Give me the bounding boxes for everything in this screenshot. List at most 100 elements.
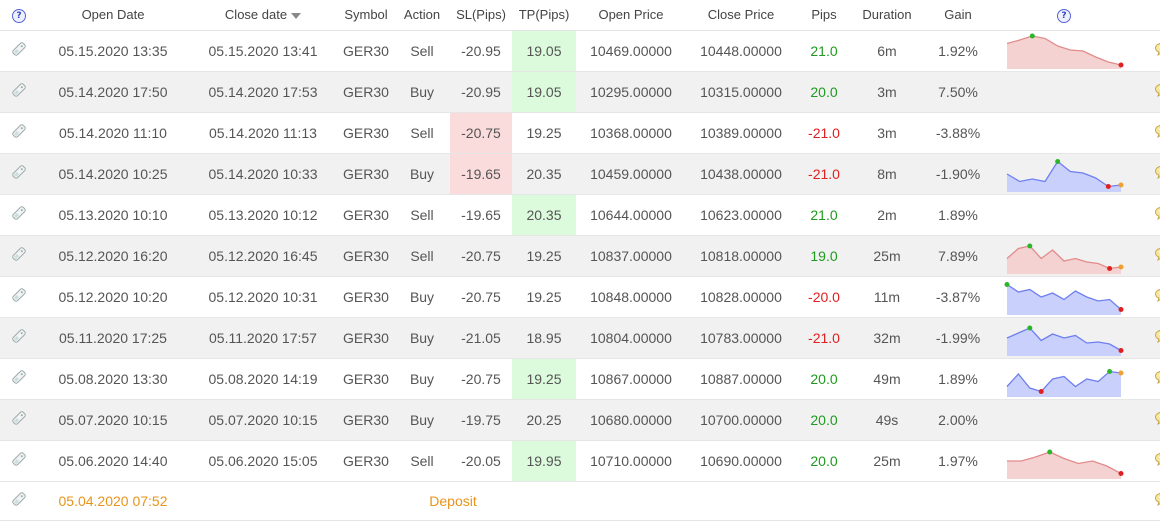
tag-icon[interactable] xyxy=(0,194,38,236)
close-date-cell: 05.07.2020 10:15 xyxy=(188,399,338,441)
comment-bubble-icon[interactable] xyxy=(1134,30,1160,72)
pips-cell: 21.0 xyxy=(796,194,852,236)
table-row[interactable]: 05.15.2020 13:35 05.15.2020 13:41 GER30 … xyxy=(0,30,1160,72)
close-date-cell: 05.12.2020 10:31 xyxy=(188,276,338,318)
table-row[interactable]: 05.11.2020 17:25 05.11.2020 17:57 GER30 … xyxy=(0,317,1160,359)
open-date-cell: 05.12.2020 10:20 xyxy=(38,276,188,318)
table-row[interactable]: 05.07.2020 10:15 05.07.2020 10:15 GER30 … xyxy=(0,399,1160,441)
header-comment xyxy=(1134,0,1160,31)
header-sl[interactable]: SL(Pips) xyxy=(450,0,512,31)
duration-cell: 11m xyxy=(852,276,922,318)
close-date-cell: 05.14.2020 17:53 xyxy=(188,71,338,113)
table-row[interactable]: 05.06.2020 14:40 05.06.2020 15:05 GER30 … xyxy=(0,440,1160,482)
comment-bubble-icon[interactable] xyxy=(1134,358,1160,400)
duration-cell: 8m xyxy=(852,153,922,195)
tp-cell: 19.95 xyxy=(512,440,576,482)
action-cell: Sell xyxy=(394,194,450,236)
sparkline-cell xyxy=(994,71,1134,113)
table-row[interactable]: 05.14.2020 11:10 05.14.2020 11:13 GER30 … xyxy=(0,112,1160,154)
sparkline-cell xyxy=(994,399,1134,441)
tp-cell: 18.95 xyxy=(512,317,576,359)
trade-rows: 05.15.2020 13:35 05.15.2020 13:41 GER30 … xyxy=(0,30,1160,521)
gain-sparkline xyxy=(1006,158,1124,192)
sl-cell: -20.75 xyxy=(450,235,512,277)
symbol-cell: GER30 xyxy=(338,194,394,236)
gain-sparkline xyxy=(1006,33,1124,69)
open-date-cell: 05.06.2020 14:40 xyxy=(38,440,188,482)
header-chart-help[interactable]: ? xyxy=(994,0,1134,31)
table-row[interactable]: 05.12.2020 10:20 05.12.2020 10:31 GER30 … xyxy=(0,276,1160,318)
gain-cell: 1.92% xyxy=(922,30,994,72)
help-icon[interactable]: ? xyxy=(12,9,26,24)
duration-cell: 49m xyxy=(852,358,922,400)
comment-bubble-icon[interactable] xyxy=(1134,235,1160,277)
tag-icon[interactable] xyxy=(0,317,38,359)
header-symbol[interactable]: Symbol xyxy=(338,0,394,31)
header-gain[interactable]: Gain xyxy=(922,0,994,31)
sl-cell: -20.95 xyxy=(450,30,512,72)
sparkline-cell xyxy=(994,276,1134,318)
close-price-cell: 10690.00000 xyxy=(686,440,796,482)
tag-icon[interactable] xyxy=(0,481,38,521)
tp-cell: 19.25 xyxy=(512,112,576,154)
open-price-cell: 10710.00000 xyxy=(576,440,686,482)
deposit-label-cell: Deposit xyxy=(394,481,512,521)
action-cell: Buy xyxy=(394,399,450,441)
gain-cell: 2.00% xyxy=(922,399,994,441)
comment-bubble-icon[interactable] xyxy=(1134,112,1160,154)
open-date-cell: 05.14.2020 11:10 xyxy=(38,112,188,154)
comment-bubble-icon[interactable] xyxy=(1134,276,1160,318)
comment-bubble-icon[interactable] xyxy=(1134,71,1160,113)
close-price-cell: 10389.00000 xyxy=(686,112,796,154)
pips-cell: 20.0 xyxy=(796,71,852,113)
tag-icon[interactable] xyxy=(0,235,38,277)
help-header-cell[interactable]: ? xyxy=(0,0,38,31)
comment-bubble-icon[interactable] xyxy=(1134,440,1160,482)
tag-icon[interactable] xyxy=(0,399,38,441)
table-row[interactable]: 05.14.2020 10:25 05.14.2020 10:33 GER30 … xyxy=(0,153,1160,195)
comment-bubble-icon[interactable] xyxy=(1134,194,1160,236)
sparkline-cell xyxy=(994,194,1134,236)
table-row[interactable]: 05.13.2020 10:10 05.13.2020 10:12 GER30 … xyxy=(0,194,1160,236)
table-row[interactable]: 05.12.2020 16:20 05.12.2020 16:45 GER30 … xyxy=(0,235,1160,277)
table-row[interactable]: 05.08.2020 13:30 05.08.2020 14:19 GER30 … xyxy=(0,358,1160,400)
header-tp[interactable]: TP(Pips) xyxy=(512,0,576,31)
header-close-date[interactable]: Close date xyxy=(188,0,338,31)
close-date-cell: 05.08.2020 14:19 xyxy=(188,358,338,400)
tag-icon[interactable] xyxy=(0,276,38,318)
header-open-price[interactable]: Open Price xyxy=(576,0,686,31)
close-price-cell: 10818.00000 xyxy=(686,235,796,277)
comment-bubble-icon[interactable] xyxy=(1134,317,1160,359)
gain-cell: -1.99% xyxy=(922,317,994,359)
header-open-date[interactable]: Open Date xyxy=(38,0,188,31)
header-close-price[interactable]: Close Price xyxy=(686,0,796,31)
open-date-cell: 05.14.2020 17:50 xyxy=(38,71,188,113)
tag-icon[interactable] xyxy=(0,440,38,482)
tp-cell: 20.35 xyxy=(512,153,576,195)
header-pips[interactable]: Pips xyxy=(796,0,852,31)
table-row[interactable]: 05.14.2020 17:50 05.14.2020 17:53 GER30 … xyxy=(0,71,1160,113)
header-duration[interactable]: Duration xyxy=(852,0,922,31)
pips-cell: 21.0 xyxy=(796,30,852,72)
comment-bubble-icon[interactable] xyxy=(1134,481,1160,521)
pips-cell: 19.0 xyxy=(796,235,852,277)
comment-bubble-icon[interactable] xyxy=(1134,153,1160,195)
comment-bubble-icon[interactable] xyxy=(1134,399,1160,441)
tag-icon[interactable] xyxy=(0,71,38,113)
tag-icon[interactable] xyxy=(0,30,38,72)
tag-icon[interactable] xyxy=(0,358,38,400)
sl-cell: -19.65 xyxy=(450,153,512,195)
action-cell: Sell xyxy=(394,30,450,72)
help-icon[interactable]: ? xyxy=(1057,9,1071,24)
tag-icon[interactable] xyxy=(0,112,38,154)
tag-icon[interactable] xyxy=(0,153,38,195)
header-action[interactable]: Action xyxy=(394,0,450,31)
symbol-cell: GER30 xyxy=(338,399,394,441)
sparkline-cell xyxy=(994,235,1134,277)
table-header-row: ? Open Date Close date Symbol Action SL(… xyxy=(0,0,1160,31)
tp-cell: 19.25 xyxy=(512,358,576,400)
gain-sparkline xyxy=(1006,243,1124,274)
action-cell: Sell xyxy=(394,440,450,482)
deposit-row[interactable]: 05.04.2020 07:52 Deposit xyxy=(0,481,1160,521)
open-price-cell: 10459.00000 xyxy=(576,153,686,195)
